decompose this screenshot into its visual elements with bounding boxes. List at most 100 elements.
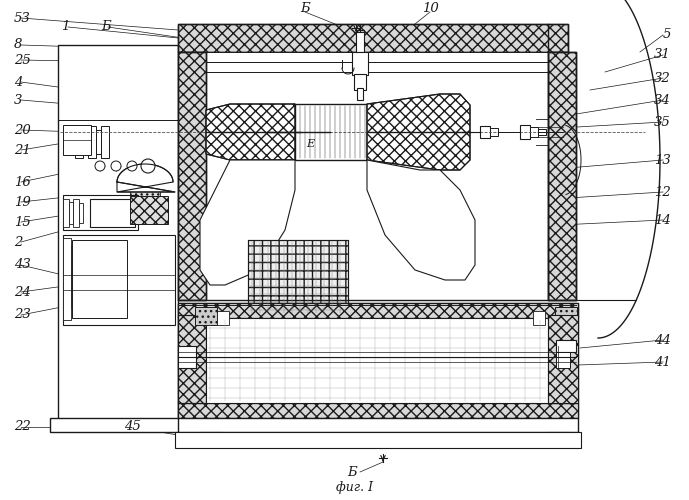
Polygon shape bbox=[200, 160, 295, 285]
Bar bbox=[63, 235, 175, 325]
Text: 31: 31 bbox=[655, 48, 671, 62]
Text: фиг. I: фиг. I bbox=[336, 480, 373, 494]
Bar bbox=[130, 191, 160, 205]
Bar bbox=[101, 126, 109, 158]
Bar bbox=[480, 126, 490, 138]
Bar bbox=[440, 126, 454, 138]
Bar bbox=[558, 346, 576, 368]
Polygon shape bbox=[267, 104, 295, 160]
Bar bbox=[530, 127, 538, 137]
Text: 23: 23 bbox=[14, 308, 31, 322]
Bar bbox=[490, 128, 498, 136]
Bar bbox=[257, 118, 267, 146]
Bar bbox=[178, 346, 196, 368]
Text: 24: 24 bbox=[14, 286, 31, 298]
Bar bbox=[538, 129, 546, 135]
Bar bbox=[190, 62, 558, 72]
Bar bbox=[58, 45, 178, 420]
Bar bbox=[548, 315, 576, 403]
Bar bbox=[83, 130, 88, 154]
Text: 14: 14 bbox=[655, 214, 671, 226]
Bar bbox=[69, 202, 73, 224]
Text: Б: Б bbox=[300, 2, 310, 15]
Bar bbox=[175, 432, 581, 448]
Bar bbox=[295, 104, 367, 160]
Text: 45: 45 bbox=[124, 420, 141, 434]
Bar bbox=[79, 203, 83, 223]
Bar bbox=[548, 52, 576, 300]
Text: 13: 13 bbox=[655, 154, 671, 166]
Bar bbox=[217, 311, 229, 325]
Bar bbox=[233, 121, 240, 143]
Bar bbox=[425, 121, 432, 143]
Text: Б: Б bbox=[347, 466, 357, 478]
Text: 2: 2 bbox=[14, 236, 22, 248]
Bar bbox=[200, 432, 222, 444]
Text: 15: 15 bbox=[14, 216, 31, 228]
Bar bbox=[250, 123, 257, 141]
Bar bbox=[356, 32, 364, 52]
Bar bbox=[556, 352, 570, 368]
Bar bbox=[216, 121, 223, 143]
Bar bbox=[178, 52, 206, 300]
Text: 41: 41 bbox=[655, 356, 671, 368]
Bar bbox=[178, 403, 578, 418]
Bar bbox=[178, 24, 568, 52]
Bar bbox=[555, 307, 577, 325]
Polygon shape bbox=[117, 164, 175, 192]
Circle shape bbox=[95, 161, 105, 171]
Bar bbox=[354, 74, 366, 90]
Text: 16: 16 bbox=[14, 176, 31, 188]
Bar bbox=[367, 119, 375, 145]
Bar bbox=[178, 303, 578, 318]
Bar bbox=[73, 199, 79, 227]
Bar bbox=[63, 238, 71, 320]
Bar bbox=[178, 303, 578, 418]
Bar bbox=[548, 315, 576, 403]
Bar bbox=[416, 123, 421, 141]
Bar bbox=[195, 307, 217, 325]
Bar bbox=[178, 418, 578, 432]
Circle shape bbox=[127, 161, 137, 171]
Bar bbox=[533, 311, 545, 325]
Bar bbox=[248, 240, 348, 315]
Bar bbox=[548, 52, 576, 300]
Bar bbox=[130, 196, 168, 224]
Bar bbox=[50, 418, 185, 432]
Bar bbox=[72, 240, 127, 318]
Text: 32: 32 bbox=[655, 72, 671, 85]
Bar bbox=[178, 315, 206, 403]
Bar bbox=[393, 121, 401, 143]
Polygon shape bbox=[367, 94, 470, 170]
Polygon shape bbox=[367, 160, 475, 280]
Text: 8: 8 bbox=[14, 38, 22, 52]
Bar bbox=[548, 315, 578, 403]
Bar bbox=[88, 126, 96, 158]
Bar bbox=[520, 125, 530, 139]
Text: 22: 22 bbox=[14, 420, 31, 434]
Bar bbox=[206, 117, 216, 147]
Text: 43: 43 bbox=[14, 258, 31, 272]
Bar bbox=[432, 124, 437, 140]
Bar bbox=[75, 126, 83, 158]
Circle shape bbox=[111, 161, 121, 171]
Bar bbox=[96, 130, 101, 154]
Text: 12: 12 bbox=[655, 186, 671, 198]
Text: E: E bbox=[306, 139, 314, 149]
Bar bbox=[63, 125, 91, 155]
Bar bbox=[178, 24, 568, 52]
Bar bbox=[352, 52, 368, 75]
Text: 5: 5 bbox=[663, 28, 671, 42]
Bar bbox=[90, 199, 135, 227]
Bar bbox=[240, 117, 250, 147]
Polygon shape bbox=[206, 104, 295, 160]
Text: 35: 35 bbox=[655, 116, 671, 128]
Bar bbox=[375, 123, 380, 141]
Bar bbox=[357, 88, 363, 100]
Text: Б: Б bbox=[101, 20, 111, 34]
Bar bbox=[178, 303, 578, 318]
Bar bbox=[543, 432, 547, 441]
Text: 34: 34 bbox=[655, 94, 671, 106]
Bar bbox=[547, 432, 569, 444]
Text: 1: 1 bbox=[61, 20, 70, 34]
